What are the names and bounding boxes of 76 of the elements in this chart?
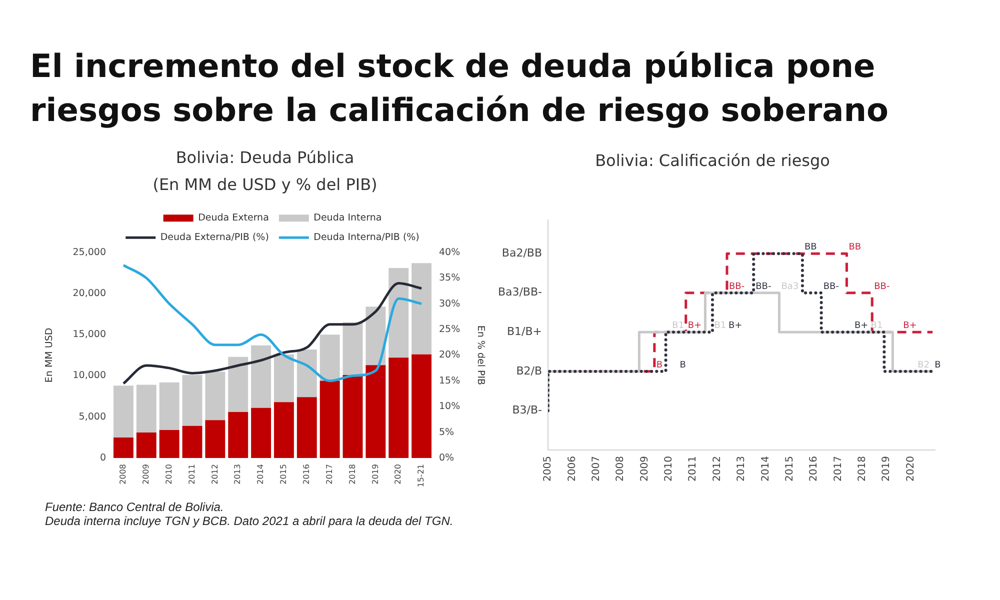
x-tick-label: 2015 [279,464,288,484]
chart-title: Bolivia: Calificación de riesgo [595,150,830,170]
legend-label: Deuda Externa [198,212,269,224]
x-tick-label: 2007 [590,456,602,482]
x-tick-label: 2009 [141,464,150,484]
x-tick-label: 15-21 [416,464,426,488]
annotation: B [680,360,686,370]
annotation: B+ [728,321,742,332]
x-tick-label: 2016 [302,464,311,484]
y2-tick-label: 15% [439,375,460,386]
x-tick-label: 2017 [324,464,334,484]
x-tick-label: 2020 [905,456,916,482]
legend-label: Deuda Externa/PIB (%) [160,232,269,244]
annotation: BB- [756,282,772,292]
x-tick-label: 2008 [615,456,626,482]
legend-label: Deuda Interna [314,212,382,224]
annotation: B [934,360,941,370]
category-label: Ba2/BB [502,246,542,260]
x-tick-label: 2013 [736,456,748,482]
annotation: BB- [874,282,890,292]
annotation: BB- [823,282,839,292]
x-tick-label: 2006 [566,456,578,482]
y2-axis-title: En % del PIB [474,325,486,386]
x-tick-label: 2014 [760,456,772,482]
x-tick-label: 2009 [639,456,650,482]
category-label: B3/B- [512,404,542,417]
y2-tick-label: 5% [439,426,454,438]
y-tick-label: 15,000 [72,329,106,340]
x-tick-label: 2020 [394,464,403,484]
y-tick-label: 25,000 [72,246,106,258]
category-label: B1/B+ [506,325,542,338]
x-tick-label: 2011 [187,464,196,484]
annotation: BB [848,242,862,253]
x-tick-label: 2014 [256,464,266,484]
y2-tick-label: 20% [439,350,460,361]
legend-label: Deuda Interna/PIB (%) [314,232,420,244]
x-tick-label: 2018 [857,456,868,482]
text: El incremento del stock de deuda pública pone riesgos sobre la calificación de riesgo soberano [30,46,890,131]
x-tick-label: 2012 [210,464,220,484]
y-tick-label: 10,000 [72,370,106,382]
y-tick-label: 20,000 [72,288,106,299]
source-note: Fuente: Banco Central de Bolivia. [45,500,225,514]
y2-tick-label: 10% [439,401,460,412]
category-label: B2/B [516,364,542,378]
annotation: BB [804,242,817,253]
y2-tick-label: 40% [439,246,460,258]
x-tick-label: 2005 [542,456,554,482]
x-tick-label: 2010 [164,464,174,484]
x-tick-label: 2016 [808,456,820,482]
x-tick-label: 2010 [664,456,675,482]
x-tick-label: 2011 [688,456,699,482]
x-tick-label: 2018 [348,464,357,484]
chart-title: Bolivia: Deuda Pública [176,148,354,167]
x-tick-label: 2019 [370,464,380,484]
annotation: BB- [728,282,745,292]
text: Deuda interna incluye TGN y BCB. Dato 2021 a abril para la deuda del TGN. [45,514,454,528]
x-tick-label: 2013 [233,464,242,484]
x-tick-label: 2019 [881,456,892,482]
y2-tick-label: 0% [439,452,454,464]
y2-tick-label: 25% [439,324,460,335]
y2-tick-label: 35% [439,272,460,284]
y-tick-label: 0 [100,452,106,464]
y-axis-title: En MM USD [44,328,56,383]
x-tick-label: 2008 [118,464,128,484]
category-label: Ba3/BB- [498,286,542,299]
x-tick-label: 2017 [832,456,844,482]
y-tick-label: 5,000 [78,411,106,422]
x-tick-label: 2015 [784,456,796,482]
y2-tick-label: 30% [439,298,460,310]
annotation: B [656,360,663,370]
annotation: B+ [903,321,917,332]
annotation: B+ [688,321,702,332]
annotation: B1 [870,321,883,332]
x-tick-label: 2012 [712,456,723,482]
chart-subtitle: (En MM de USD y % del PIB) [152,174,378,194]
annotation: B+ [854,321,868,332]
